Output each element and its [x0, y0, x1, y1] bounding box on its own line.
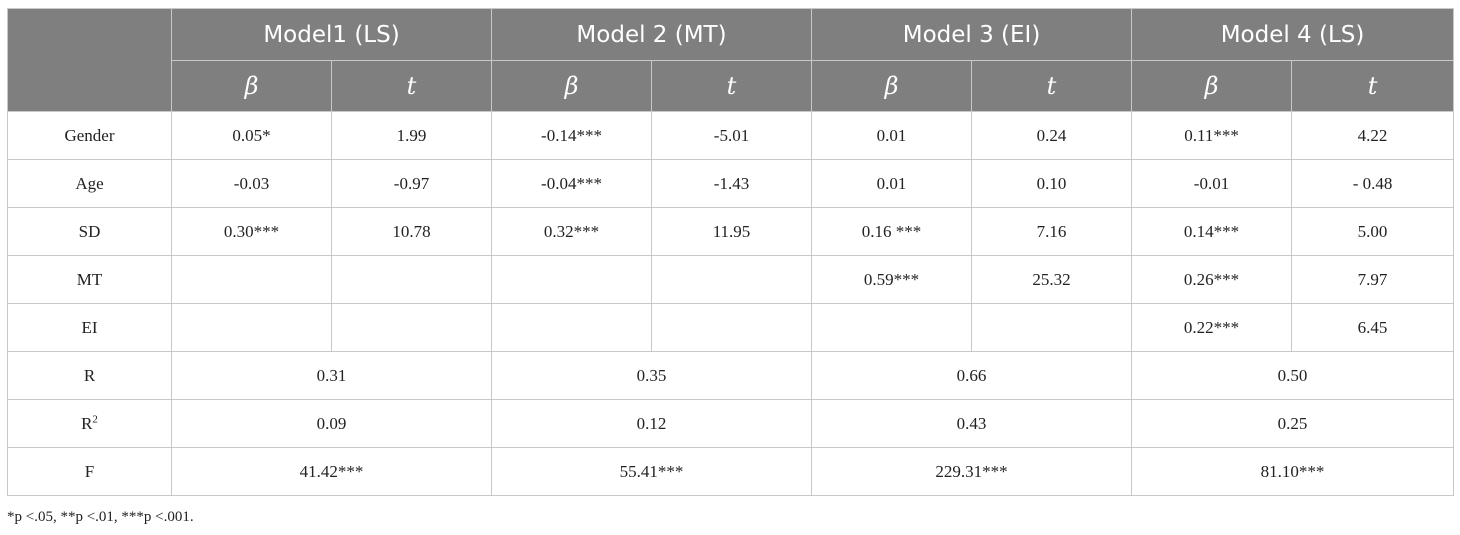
table-cell: 0.24 [970, 111, 1133, 160]
table-cell: 0.26*** [1131, 255, 1293, 304]
table-cell [491, 255, 652, 304]
table-cell: 0.16 *** [811, 207, 972, 256]
summary-cell: 41.42*** [171, 447, 492, 496]
regression-table: Model1 (LS) Model 2 (MT) Model 3 (EI) Mo… [7, 8, 1455, 496]
row-label: MT [7, 255, 172, 304]
header-t: t [970, 60, 1133, 112]
table-cell [651, 303, 812, 352]
row-label: F [7, 447, 172, 496]
table-cell: -1.43 [651, 159, 812, 208]
table-cell: -5.01 [651, 111, 812, 160]
header-beta: β [1131, 60, 1293, 112]
summary-row-r-squared: R2 0.09 0.12 0.43 0.25 [7, 399, 1455, 448]
table-cell: 0.05* [171, 111, 332, 160]
table-cell: -0.14*** [491, 111, 652, 160]
table-cell: 6.45 [1291, 303, 1455, 352]
table-cell [970, 303, 1133, 352]
table-row: SD 0.30*** 10.78 0.32*** 11.95 0.16 *** … [7, 207, 1455, 256]
summary-cell: 81.10*** [1131, 447, 1455, 496]
table-cell: 0.30*** [171, 207, 332, 256]
table-cell: - 0.48 [1291, 159, 1455, 208]
table-row: EI 0.22*** 6.45 [7, 303, 1455, 352]
summary-cell: 0.66 [810, 351, 1133, 400]
table-cell [171, 303, 332, 352]
header-row-stats: β t β t β t β t [8, 60, 1455, 112]
table-cell: 0.14*** [1131, 207, 1293, 256]
header-beta: β [491, 60, 652, 112]
header-model-2: Model 2 (MT) [491, 8, 812, 61]
summary-cell: 0.25 [1131, 399, 1455, 448]
row-label: EI [7, 303, 172, 352]
table-cell: 4.22 [1291, 111, 1455, 160]
table-cell: 7.16 [970, 207, 1133, 256]
table-cell: 0.32*** [491, 207, 652, 256]
row-label: SD [7, 207, 172, 256]
table-cell: 0.59*** [811, 255, 972, 304]
table-cell: -0.01 [1131, 159, 1293, 208]
table-cell [171, 255, 332, 304]
row-label: Gender [7, 111, 172, 160]
header-t: t [331, 60, 492, 112]
row-label: R2 [7, 399, 172, 448]
summary-cell: 0.43 [810, 399, 1133, 448]
summary-cell: 0.09 [171, 399, 492, 448]
header-t: t [1291, 60, 1455, 112]
table-row: MT 0.59*** 25.32 0.26*** 7.97 [7, 255, 1455, 304]
table-cell [651, 255, 812, 304]
table-cell: 0.11*** [1131, 111, 1293, 160]
table-cell [331, 255, 492, 304]
row-label-superscript: 2 [92, 412, 98, 425]
header-model-3: Model 3 (EI) [810, 8, 1133, 61]
summary-cell: 0.31 [171, 351, 492, 400]
table-cell [331, 303, 492, 352]
summary-row-r: R 0.31 0.35 0.66 0.50 [7, 351, 1455, 400]
table-cell: -0.04*** [491, 159, 652, 208]
row-label: Age [7, 159, 172, 208]
table-cell: -0.97 [331, 159, 492, 208]
row-label: R [7, 351, 172, 400]
header-model-4: Model 4 (LS) [1131, 8, 1455, 61]
table-cell: 7.97 [1291, 255, 1455, 304]
summary-cell: 229.31*** [810, 447, 1133, 496]
table-cell: 0.01 [811, 159, 972, 208]
table-cell: 1.99 [331, 111, 492, 160]
table-cell: 10.78 [331, 207, 492, 256]
table-cell: 0.22*** [1131, 303, 1293, 352]
table-cell [811, 303, 972, 352]
summary-cell: 55.41*** [491, 447, 812, 496]
table-footnote: *p <.05, **p <.01, ***p <.001. [7, 509, 194, 525]
summary-cell: 0.50 [1131, 351, 1455, 400]
header-beta: β [171, 60, 332, 112]
header-beta: β [811, 60, 972, 112]
table-cell: 5.00 [1291, 207, 1455, 256]
summary-cell: 0.35 [491, 351, 812, 400]
table-cell: -0.03 [171, 159, 332, 208]
header-corner [7, 8, 172, 112]
row-label-base: R [81, 413, 93, 433]
header-model-1: Model1 (LS) [171, 8, 492, 61]
table-cell: 0.10 [970, 159, 1133, 208]
table-row: Gender 0.05* 1.99 -0.14*** -5.01 0.01 0.… [7, 111, 1455, 160]
header-row-models: Model1 (LS) Model 2 (MT) Model 3 (EI) Mo… [7, 8, 1455, 112]
summary-row-f: F 41.42*** 55.41*** 229.31*** 81.10*** [7, 447, 1455, 496]
table-cell [491, 303, 652, 352]
table-cell: 11.95 [651, 207, 812, 256]
table-cell: 25.32 [970, 255, 1133, 304]
header-t: t [651, 60, 812, 112]
table-cell: 0.01 [811, 111, 972, 160]
table-row: Age -0.03 -0.97 -0.04*** -1.43 0.01 0.10… [7, 159, 1455, 208]
summary-cell: 0.12 [491, 399, 812, 448]
